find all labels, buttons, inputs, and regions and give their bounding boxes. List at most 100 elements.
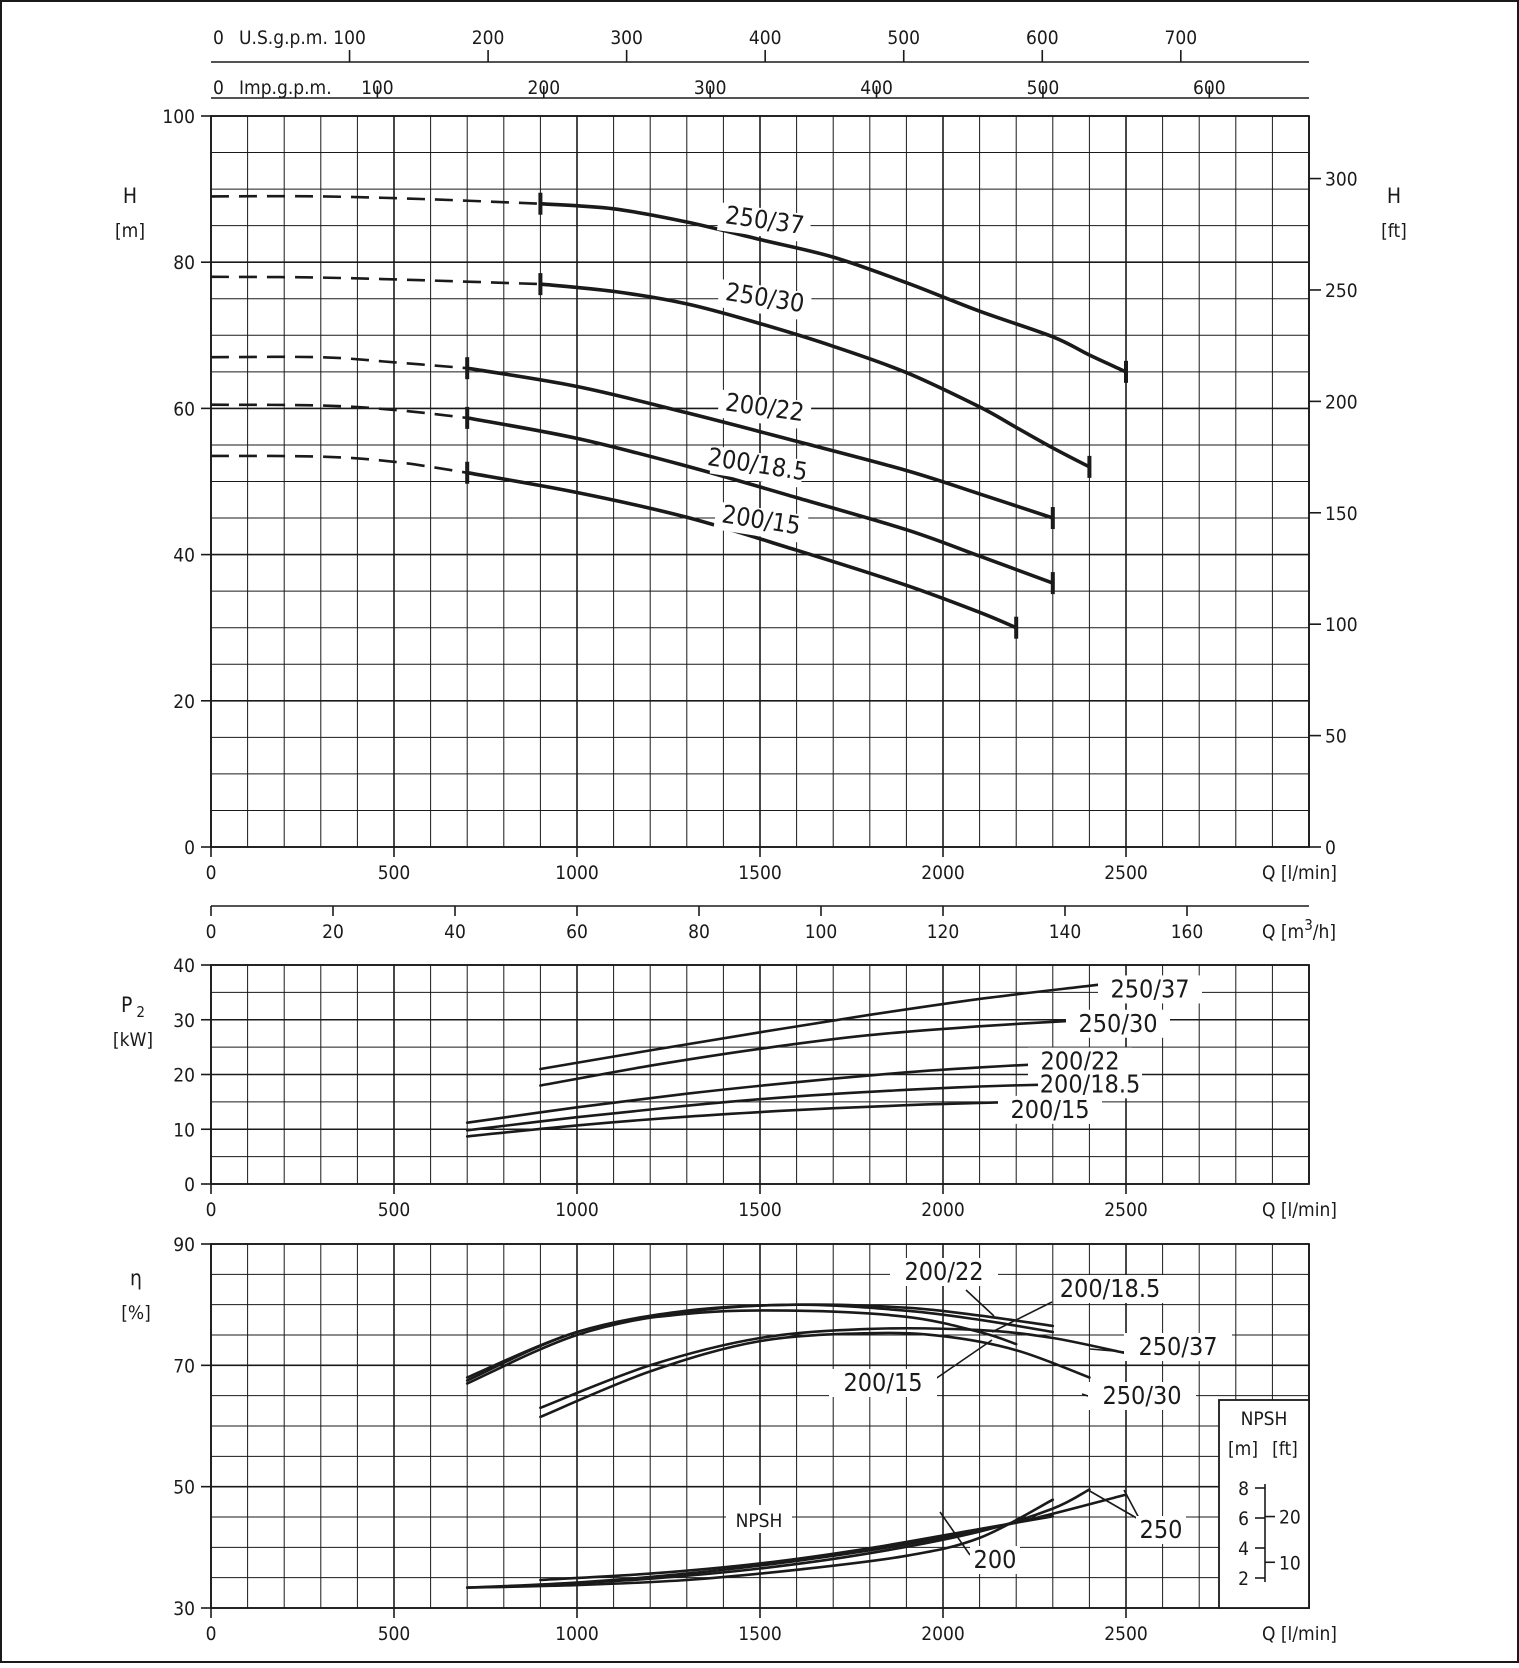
head-curve-dashed-4 bbox=[210, 454, 468, 474]
m3h-axis-tick-label: 60 bbox=[566, 921, 588, 943]
top-axis-tick-label: 400 bbox=[749, 27, 782, 49]
top-axis-tick-label: 0 bbox=[213, 27, 224, 49]
npsh-scale-m-label: 6 bbox=[1238, 1508, 1249, 1530]
x-tick-label: 2500 bbox=[1104, 862, 1148, 884]
curves-layer bbox=[210, 192, 1141, 1589]
power-label-bg bbox=[1066, 1009, 1170, 1038]
m3h-axis-tick-label: 80 bbox=[688, 921, 710, 943]
eff-label-bg bbox=[1124, 1333, 1232, 1361]
x-tick-label: 1000 bbox=[555, 1623, 599, 1645]
npsh-scale-m-label: 4 bbox=[1238, 1538, 1249, 1560]
y-tick-label: 30 bbox=[173, 1010, 195, 1032]
eff-curve-label: 200/18.5 bbox=[1060, 1274, 1161, 1303]
y-axis-unit: [kW] bbox=[113, 1029, 153, 1051]
y-tick-label: 100 bbox=[162, 106, 195, 128]
power-curve-4 bbox=[465, 1100, 1018, 1138]
power-curve-label: 200/15 bbox=[1010, 1095, 1089, 1124]
y-tick-label: 20 bbox=[173, 691, 195, 713]
head-curve-2 bbox=[465, 366, 1055, 520]
eff-label-bg bbox=[829, 1369, 937, 1397]
npsh-scale-title: NPSH bbox=[1241, 1408, 1288, 1430]
y-axis-label: H bbox=[1387, 184, 1401, 208]
eff-curve-label: 250/37 bbox=[1138, 1332, 1217, 1361]
x-tick-label: 2500 bbox=[1104, 1199, 1148, 1221]
y-tick-label: 80 bbox=[173, 252, 195, 274]
npsh-curve-2 bbox=[539, 1488, 1091, 1587]
head-curve-label-bg bbox=[716, 279, 813, 322]
head-curve-label-bg bbox=[713, 501, 809, 544]
x-tick-label: 1000 bbox=[555, 1199, 599, 1221]
x-tick-label: 0 bbox=[206, 862, 217, 884]
top-axis-tick-label: 200 bbox=[472, 27, 505, 49]
head-curve-dashed-0 bbox=[210, 194, 541, 205]
y2-tick-label: 0 bbox=[1325, 837, 1336, 859]
eff-curve-3 bbox=[539, 1327, 1128, 1410]
y-axis-label: H bbox=[123, 184, 137, 208]
head-curve-0 bbox=[538, 201, 1128, 374]
eff-label-bg bbox=[1088, 1382, 1196, 1410]
x-tick-label: 0 bbox=[206, 1199, 217, 1221]
npsh-scale-unit-ft: [ft] bbox=[1272, 1438, 1298, 1460]
eff-curve-label: 200/15 bbox=[843, 1368, 922, 1397]
y-tick-label: 20 bbox=[173, 1065, 195, 1087]
y-tick-label: 0 bbox=[184, 837, 195, 859]
m3h-axis-tick-label: 160 bbox=[1171, 921, 1204, 943]
x-axis-label: Q [l/min] bbox=[1262, 862, 1337, 884]
m3h-axis-tick-label: 40 bbox=[444, 921, 466, 943]
head-curve-4 bbox=[465, 470, 1018, 630]
head-curve-dashed-3 bbox=[210, 403, 468, 420]
power-curve-2 bbox=[465, 1062, 1055, 1124]
npsh-250-leader-b bbox=[1123, 1489, 1141, 1521]
y-axis-label: η bbox=[130, 1266, 142, 1290]
y-axis-unit: [m] bbox=[115, 220, 145, 242]
eff-label-leader bbox=[927, 1339, 993, 1385]
m3h-axis-tick-label: 100 bbox=[805, 921, 838, 943]
m3h-axis-tick-label: 0 bbox=[206, 921, 217, 943]
y2-tick-label: 150 bbox=[1325, 503, 1358, 525]
top-axis-name: Imp.g.p.m. bbox=[239, 77, 332, 99]
power-label-bg bbox=[1098, 975, 1202, 1004]
npsh-250-leader-a bbox=[1087, 1489, 1141, 1521]
top-axis-name: U.S.g.p.m. bbox=[239, 27, 328, 49]
y2-tick-label: 200 bbox=[1325, 391, 1358, 413]
head-curve-label-bg bbox=[716, 389, 812, 431]
head-curve-3 bbox=[465, 416, 1055, 585]
y-tick-label: 40 bbox=[173, 545, 195, 567]
m3h-axis-label: Q [m3/h] bbox=[1262, 916, 1336, 943]
m3h-axis-tick-label: 20 bbox=[322, 921, 344, 943]
npsh-curve-3 bbox=[465, 1493, 1128, 1589]
top-axis-tick-label: 600 bbox=[1193, 77, 1226, 99]
x-axis-label: Q [l/min] bbox=[1262, 1623, 1337, 1645]
eff-label-leader bbox=[1089, 1348, 1126, 1353]
npsh-scale-m-label: 2 bbox=[1238, 1568, 1249, 1590]
x-tick-label: 1500 bbox=[738, 862, 782, 884]
top-axis-tick-label: 600 bbox=[1026, 27, 1059, 49]
y-tick-label: 60 bbox=[173, 398, 195, 420]
x-tick-label: 2500 bbox=[1104, 1623, 1148, 1645]
y-axis-unit: [ft] bbox=[1381, 220, 1407, 242]
npsh-curve-0 bbox=[465, 1498, 1055, 1589]
m3h-axis-tick-label: 140 bbox=[1049, 921, 1082, 943]
y-tick-label: 0 bbox=[184, 1174, 195, 1196]
y-tick-label: 90 bbox=[173, 1234, 195, 1256]
eff-label-leader bbox=[991, 1301, 1053, 1333]
x-tick-label: 2000 bbox=[921, 1199, 965, 1221]
head-curve-label-bg bbox=[716, 202, 812, 243]
eff-label-leader bbox=[965, 1289, 995, 1317]
head-curve-dashed-2 bbox=[210, 355, 468, 370]
eff-curve-label: 200/22 bbox=[904, 1257, 983, 1286]
y-tick-label: 10 bbox=[173, 1119, 195, 1141]
power-curve-label: 200/18.5 bbox=[1040, 1069, 1141, 1098]
x-tick-label: 0 bbox=[206, 1623, 217, 1645]
top-axis-tick-label: 300 bbox=[694, 77, 727, 99]
x-tick-label: 1500 bbox=[738, 1623, 782, 1645]
top-axis-tick-label: 500 bbox=[1027, 77, 1060, 99]
eff-label-bg bbox=[890, 1258, 998, 1286]
npsh-200-label-bg bbox=[970, 1546, 1020, 1574]
power-label-bg bbox=[998, 1095, 1102, 1124]
npsh-scale-m-label: 8 bbox=[1238, 1478, 1249, 1500]
x-tick-label: 2000 bbox=[921, 1623, 965, 1645]
top-axis-tick-label: 200 bbox=[527, 77, 560, 99]
